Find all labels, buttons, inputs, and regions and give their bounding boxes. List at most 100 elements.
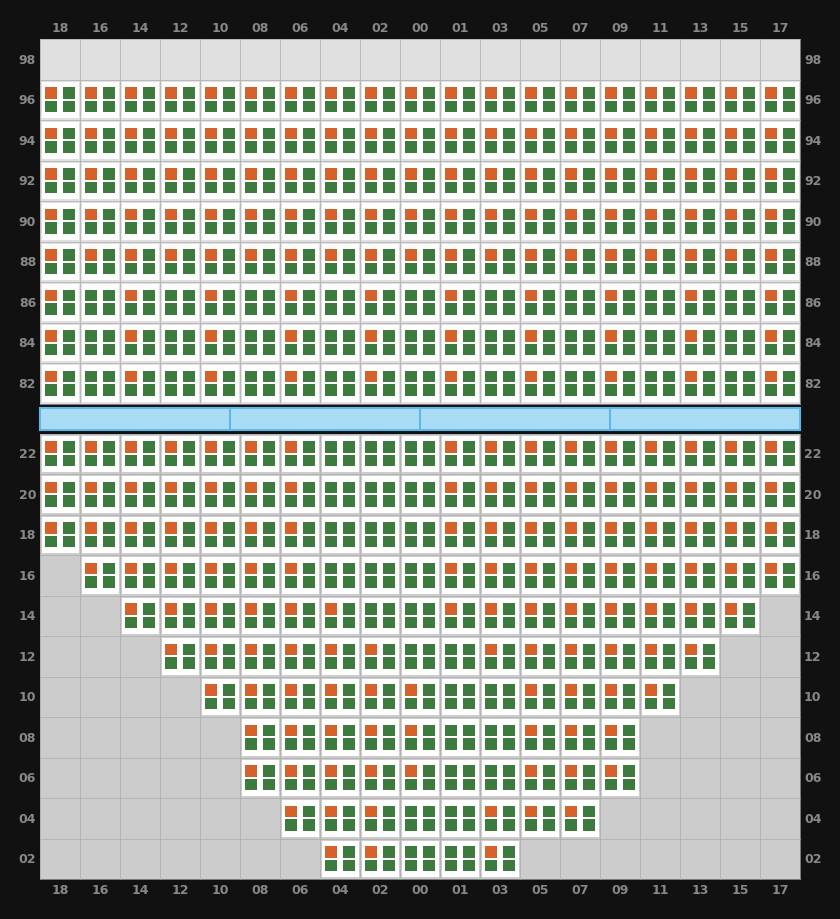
Bar <box>622 779 635 790</box>
Bar <box>423 331 435 343</box>
Bar <box>481 436 518 472</box>
Bar <box>263 523 275 534</box>
Bar <box>325 264 337 275</box>
Bar <box>445 455 457 467</box>
Bar <box>765 385 777 396</box>
Bar <box>245 604 257 615</box>
Bar <box>183 385 195 396</box>
Bar <box>325 657 337 669</box>
Bar <box>622 129 635 140</box>
Bar <box>205 563 218 574</box>
Bar <box>202 244 239 280</box>
Bar <box>601 476 638 513</box>
Bar <box>463 657 475 669</box>
Bar <box>565 725 577 736</box>
Bar <box>102 250 115 262</box>
Bar <box>765 102 777 113</box>
Text: 02: 02 <box>804 852 822 866</box>
Bar <box>685 576 697 588</box>
Bar <box>383 495 395 507</box>
Bar <box>663 385 675 396</box>
Bar <box>286 766 297 777</box>
Bar <box>63 142 75 153</box>
Bar <box>743 604 755 615</box>
Bar <box>405 304 417 315</box>
Bar <box>245 371 257 383</box>
Bar <box>361 123 398 159</box>
Text: 14: 14 <box>18 609 36 622</box>
Bar <box>423 779 435 790</box>
Bar <box>125 345 137 356</box>
Bar <box>122 558 159 594</box>
Bar <box>365 304 377 315</box>
Bar <box>486 779 497 790</box>
Bar <box>302 455 315 467</box>
Bar <box>302 385 315 396</box>
Bar <box>183 563 195 574</box>
Bar <box>183 331 195 343</box>
Bar <box>583 455 595 467</box>
Bar <box>143 523 155 534</box>
Bar <box>383 345 395 356</box>
Bar <box>703 210 715 221</box>
Bar <box>165 345 177 356</box>
Bar <box>543 371 554 383</box>
Bar <box>663 371 675 383</box>
Bar <box>423 169 435 180</box>
Bar <box>423 223 435 234</box>
Bar <box>503 290 515 302</box>
Bar <box>383 563 395 574</box>
Bar <box>325 604 337 615</box>
Bar <box>486 142 497 153</box>
Bar <box>85 290 97 302</box>
Bar <box>663 563 675 574</box>
Bar <box>302 644 315 655</box>
Bar <box>703 617 715 629</box>
Bar <box>645 442 657 453</box>
Bar <box>525 725 538 736</box>
Bar <box>325 806 337 817</box>
Bar <box>565 129 577 140</box>
Bar <box>423 482 435 494</box>
Bar <box>743 129 755 140</box>
Bar <box>583 820 595 831</box>
Bar <box>286 264 297 275</box>
Bar <box>302 169 315 180</box>
Bar <box>725 223 738 234</box>
Bar <box>143 495 155 507</box>
Bar <box>601 123 638 159</box>
Bar <box>183 644 195 655</box>
Bar <box>81 285 118 321</box>
Bar <box>322 476 359 513</box>
Bar <box>503 331 515 343</box>
Text: 01: 01 <box>451 883 469 897</box>
Bar <box>286 88 297 99</box>
Bar <box>605 766 617 777</box>
Bar <box>286 142 297 153</box>
Bar <box>85 523 97 534</box>
Bar <box>205 129 218 140</box>
Bar <box>503 88 515 99</box>
Bar <box>205 371 218 383</box>
Bar <box>645 142 657 153</box>
Bar <box>286 371 297 383</box>
Text: 17: 17 <box>771 22 789 36</box>
Bar <box>302 685 315 696</box>
Bar <box>522 639 559 675</box>
Bar <box>525 169 538 180</box>
Bar <box>525 495 538 507</box>
Bar <box>543 290 554 302</box>
Bar <box>85 371 97 383</box>
Text: 10: 10 <box>18 690 36 703</box>
Text: 14: 14 <box>804 609 822 622</box>
Bar <box>63 102 75 113</box>
Bar <box>522 800 559 836</box>
Bar <box>41 436 78 472</box>
Bar <box>445 820 457 831</box>
Bar <box>242 83 279 119</box>
Bar <box>583 617 595 629</box>
Bar <box>125 183 137 194</box>
Bar <box>463 685 475 696</box>
Bar <box>85 250 97 262</box>
Bar <box>122 285 159 321</box>
